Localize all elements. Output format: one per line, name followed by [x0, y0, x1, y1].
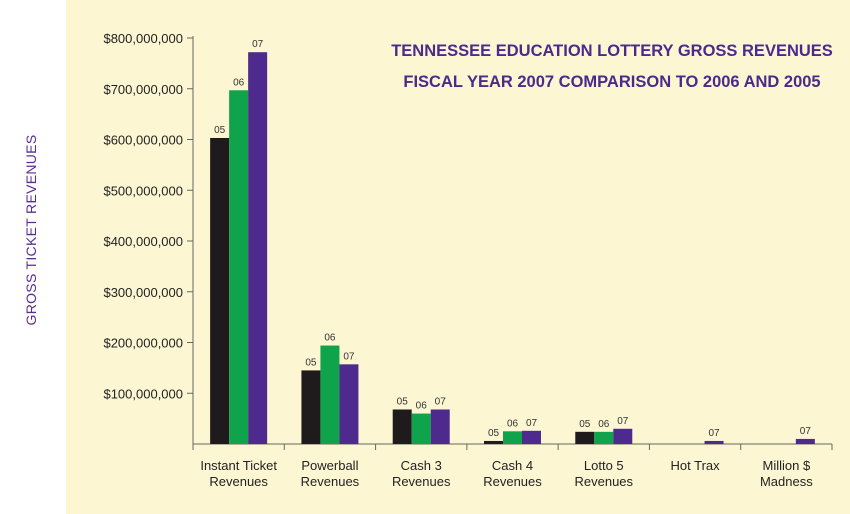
y-tick-label: $700,000,000: [103, 82, 183, 97]
bar-label-05: 05: [579, 419, 591, 430]
title-line-1: TENNESSEE EDUCATION LOTTERY GROSS REVENU…: [391, 42, 833, 60]
y-tick-label: $400,000,000: [103, 234, 183, 249]
bar-label-07: 07: [252, 39, 264, 50]
bar-06: [503, 431, 522, 444]
bar-label-05: 05: [488, 428, 500, 439]
bar-05: [575, 431, 595, 444]
bar-07: [795, 438, 815, 444]
bar-label-07: 07: [343, 351, 355, 362]
y-tick-label: $500,000,000: [103, 183, 183, 198]
chart-panel: [66, 0, 850, 514]
bar-06: [320, 345, 340, 444]
bar-06: [594, 431, 614, 444]
category-label: Instant Ticket Revenues: [200, 458, 277, 489]
bar-label-06: 06: [324, 333, 336, 344]
y-tick-label: $800,000,000: [103, 31, 183, 46]
title-line-2: FISCAL YEAR 2007 COMPARISON TO 2006 AND …: [403, 73, 820, 91]
bar-05: [301, 370, 321, 444]
category-label: Powerball Revenues: [301, 458, 360, 489]
bar-07: [248, 52, 268, 445]
y-tick-label: $600,000,000: [103, 133, 183, 148]
bar-07: [613, 428, 633, 444]
bar-label-07: 07: [800, 426, 812, 437]
bar-label-05: 05: [305, 357, 317, 368]
bar-07: [430, 409, 450, 444]
bar-05: [484, 440, 503, 444]
category-label: Cash 3 Revenues: [392, 458, 451, 489]
bar-label-06: 06: [507, 418, 519, 429]
bar-05: [210, 137, 230, 445]
axes: $800,000,000 $700,000,000 $600,000,000 $500…: [103, 31, 833, 489]
data-labels: 05 06 07 05 06 07 05 06 07 05 06 07 05 06 07 07 07: [214, 39, 811, 439]
bar-06: [411, 413, 431, 444]
bar-06: [229, 90, 249, 445]
bar-label-05: 05: [397, 396, 409, 407]
bar-label-07: 07: [617, 416, 629, 427]
chart-title: TENNESSEE EDUCATION LOTTERY GROSS REVENU…: [391, 42, 833, 91]
category-label: Million $ Madness: [760, 458, 813, 489]
bar-label-06: 06: [598, 419, 610, 430]
bar-05: [392, 409, 412, 444]
bar-label-07: 07: [435, 396, 447, 407]
category-label: Lotto 5 Revenues: [575, 458, 634, 489]
bar-label-07: 07: [526, 418, 538, 429]
bar-label-07: 07: [709, 428, 721, 439]
y-tick-label: $200,000,000: [103, 336, 183, 351]
y-tick-label: $300,000,000: [103, 285, 183, 300]
bar-label-06: 06: [416, 401, 428, 412]
bar-label-06: 06: [233, 77, 245, 88]
bar-07: [339, 364, 359, 444]
bar-07: [704, 440, 724, 444]
bar-07: [522, 430, 541, 444]
bars: [210, 52, 815, 445]
y-tick-label: $100,000,000: [103, 386, 183, 401]
bar-label-05: 05: [214, 125, 226, 136]
category-label: Hot Trax: [671, 458, 721, 473]
category-label: Cash 4 Revenues: [483, 458, 542, 489]
